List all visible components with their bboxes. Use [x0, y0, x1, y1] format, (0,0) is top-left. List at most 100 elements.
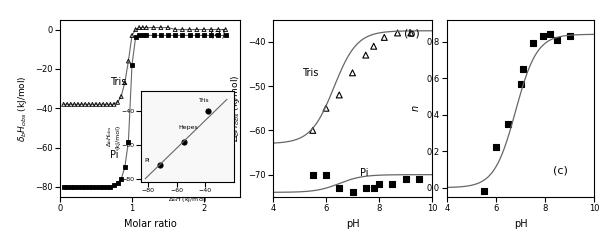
Point: [155, 163, 164, 167]
Point: [88, 185, 97, 189]
Point: [59, 102, 68, 106]
Text: Tris: Tris: [110, 77, 127, 87]
Point: [124, 140, 133, 144]
Point: [95, 102, 104, 106]
Point: [185, 33, 194, 37]
X-axis label: pH: pH: [514, 219, 527, 229]
Point: [518, 67, 528, 71]
Point: [221, 33, 230, 37]
Point: [77, 102, 86, 106]
Point: [178, 33, 187, 37]
Point: [185, 28, 194, 31]
Point: [80, 102, 90, 106]
Y-axis label: $\Delta_b H_{obs}$
(kJ/mol): $\Delta_b H_{obs}$ (kJ/mol): [106, 124, 120, 149]
Point: [70, 185, 79, 189]
Text: Pi: Pi: [361, 168, 369, 178]
Y-axis label: $\delta_b H_{obs}$ (kJ/mol): $\delta_b H_{obs}$ (kJ/mol): [16, 75, 29, 142]
Point: [178, 28, 187, 31]
Y-axis label: n: n: [410, 105, 421, 111]
Point: [192, 33, 202, 37]
Point: [528, 41, 538, 45]
Point: [127, 63, 137, 67]
Point: [199, 28, 209, 31]
Text: Tris: Tris: [302, 68, 318, 78]
Point: [149, 26, 158, 30]
Point: [59, 185, 68, 189]
Point: [102, 102, 112, 106]
Point: [106, 102, 115, 106]
Text: (a): (a): [210, 29, 226, 39]
Point: [538, 34, 547, 38]
Point: [138, 26, 148, 30]
Point: [131, 28, 140, 31]
Point: [95, 185, 104, 189]
Point: [308, 128, 317, 132]
Point: [156, 26, 166, 30]
Point: [77, 185, 86, 189]
Point: [134, 33, 144, 37]
Point: [84, 185, 94, 189]
Point: [88, 102, 97, 106]
Point: [106, 185, 115, 189]
Point: [138, 33, 148, 37]
Point: [170, 28, 180, 31]
Point: [120, 165, 130, 169]
Point: [134, 26, 144, 30]
Point: [66, 102, 76, 106]
Point: [374, 182, 384, 185]
Point: [206, 28, 216, 31]
Point: [203, 109, 213, 113]
Point: [308, 173, 317, 177]
Point: [170, 33, 180, 37]
Point: [84, 102, 94, 106]
Point: [163, 26, 173, 30]
Text: Tris: Tris: [199, 98, 209, 103]
Text: (b): (b): [404, 29, 419, 39]
Point: [102, 185, 112, 189]
Text: (c): (c): [553, 166, 568, 176]
Point: [192, 28, 202, 31]
Point: [156, 33, 166, 37]
Point: [98, 185, 108, 189]
Point: [503, 122, 513, 126]
Point: [127, 33, 137, 37]
Point: [62, 185, 72, 189]
Point: [116, 177, 126, 181]
Text: Pi: Pi: [145, 158, 150, 163]
Text: Hepes: Hepes: [178, 125, 198, 130]
Point: [179, 140, 189, 144]
Point: [401, 177, 410, 181]
Point: [321, 173, 331, 177]
Point: [388, 182, 397, 185]
Point: [565, 34, 574, 38]
Point: [369, 44, 379, 48]
Point: [553, 38, 562, 42]
Point: [66, 185, 76, 189]
Point: [348, 71, 358, 75]
Point: [116, 94, 126, 98]
Point: [199, 33, 209, 37]
Point: [109, 183, 119, 187]
Point: [491, 146, 501, 150]
Y-axis label: $\Delta_b H_{obs}$ (kJ/mol): $\Delta_b H_{obs}$ (kJ/mol): [229, 75, 242, 142]
Point: [479, 189, 488, 193]
Point: [62, 102, 72, 106]
Point: [91, 185, 101, 189]
Point: [98, 102, 108, 106]
X-axis label: pH: pH: [346, 219, 359, 229]
Point: [516, 82, 526, 86]
Point: [73, 102, 83, 106]
Point: [70, 102, 79, 106]
X-axis label: $\Delta_b H$ (kJ/mol): $\Delta_b H$ (kJ/mol): [168, 195, 207, 204]
Point: [406, 31, 416, 35]
Point: [214, 33, 223, 37]
Point: [379, 35, 389, 39]
Point: [361, 53, 371, 57]
Point: [142, 33, 151, 37]
Point: [142, 26, 151, 30]
X-axis label: Molar ratio: Molar ratio: [124, 219, 176, 229]
Point: [109, 102, 119, 106]
Point: [369, 186, 379, 190]
Point: [149, 33, 158, 37]
Point: [545, 32, 554, 36]
